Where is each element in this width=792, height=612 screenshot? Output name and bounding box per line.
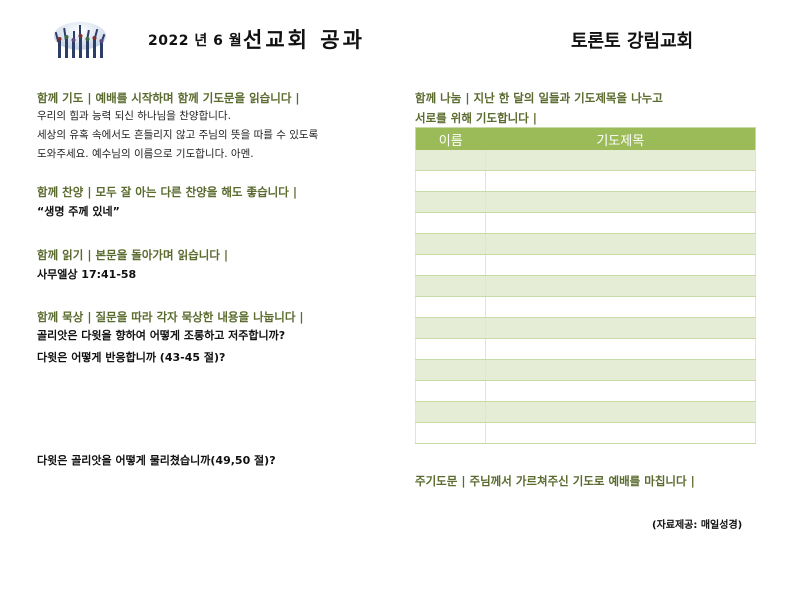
table-row (415, 338, 756, 360)
request-cell[interactable] (485, 170, 756, 192)
table-row (415, 275, 756, 297)
table-row (415, 401, 756, 423)
request-cell[interactable] (485, 150, 756, 171)
name-cell[interactable] (415, 296, 486, 318)
request-cell[interactable] (485, 338, 756, 360)
table-row (415, 422, 756, 444)
question-1: 골리앗은 다윗을 향하여 어떻게 조롱하고 저주합니까? (37, 329, 286, 342)
table-row (415, 317, 756, 339)
request-cell[interactable] (485, 254, 756, 276)
table-row (415, 212, 756, 234)
church-name: 토론토 강림교회 (571, 31, 694, 52)
table-row (415, 296, 756, 318)
name-cell[interactable] (415, 422, 486, 444)
name-cell[interactable] (415, 380, 486, 402)
request-cell[interactable] (485, 233, 756, 255)
name-cell[interactable] (415, 275, 486, 297)
question-2: 다윗은 어떻게 반응합니까 (43-45 절)? (37, 351, 226, 364)
table-row (415, 254, 756, 276)
praise-hands-logo (54, 22, 106, 58)
sharing-heading-2: 서로를 위해 기도합니다 | (415, 111, 538, 125)
request-cell[interactable] (485, 422, 756, 444)
source-credit: (자료제공: 매일성경) (652, 520, 743, 531)
header-date: 2022 년 6 월 (148, 33, 243, 49)
prayer-text: 우리의 힘과 능력 되신 하나님을 찬양합니다. 세상의 유혹 속에서도 흔들리… (37, 107, 318, 164)
hymn-heading: 함께 찬양 | 모두 잘 아는 다른 찬양을 해도 좋습니다 | (37, 185, 298, 199)
sharing-heading-1: 함께 나눔 | 지난 한 달의 일들과 기도제목을 나누고 (415, 91, 663, 105)
meditation-questions: 골리앗은 다윗을 향하여 어떻게 조롱하고 저주합니까? 다윗은 어떻게 반응합… (37, 325, 285, 369)
prayer-request-table: 이름 기도제목 (415, 127, 756, 444)
table-row (415, 150, 756, 171)
request-cell[interactable] (485, 317, 756, 339)
request-cell[interactable] (485, 380, 756, 402)
prayer-heading: 함께 기도 | 예배를 시작하며 함께 기도문을 읽습니다 | (37, 91, 300, 105)
table-row (415, 380, 756, 402)
name-cell[interactable] (415, 401, 486, 423)
prayer-line: 우리의 힘과 능력 되신 하나님을 찬양합니다. (37, 110, 231, 122)
question-3: 다윗은 골리앗을 어떻게 물리쳤습니까(49,50 절)? (37, 454, 276, 467)
table-row (415, 359, 756, 381)
prayer-line: 세상의 유혹 속에서도 흔들리지 않고 주님의 뜻을 따를 수 있도록 (37, 129, 319, 141)
table-row (415, 191, 756, 213)
request-cell[interactable] (485, 296, 756, 318)
closing-prayer: 주기도문 | 주님께서 가르쳐주신 기도로 예배를 마칩니다 | (415, 474, 695, 488)
column-header-request: 기도제목 (485, 127, 756, 150)
request-cell[interactable] (485, 191, 756, 213)
hymn-title: “생명 주께 있네” (37, 205, 120, 218)
table-header-row: 이름 기도제목 (415, 127, 756, 150)
name-cell[interactable] (415, 359, 486, 381)
reading-passage: 사무엘상 17:41-58 (37, 268, 137, 281)
reading-heading: 함께 읽기 | 본문을 돌아가며 읽습니다 | (37, 248, 229, 262)
name-cell[interactable] (415, 317, 486, 339)
prayer-line: 도와주세요. 예수님의 이름으로 기도합니다. 아멘. (37, 148, 254, 160)
name-cell[interactable] (415, 212, 486, 234)
header-title: 선교회 공과 (243, 27, 365, 52)
name-cell[interactable] (415, 338, 486, 360)
name-cell[interactable] (415, 254, 486, 276)
column-header-name: 이름 (415, 127, 486, 150)
meditation-heading: 함께 묵상 | 질문을 따라 각자 묵상한 내용을 나눕니다 | (37, 310, 304, 324)
table-row (415, 170, 756, 192)
name-cell[interactable] (415, 233, 486, 255)
request-cell[interactable] (485, 359, 756, 381)
name-cell[interactable] (415, 191, 486, 213)
name-cell[interactable] (415, 150, 486, 171)
request-cell[interactable] (485, 212, 756, 234)
request-cell[interactable] (485, 401, 756, 423)
table-row (415, 233, 756, 255)
name-cell[interactable] (415, 170, 486, 192)
request-cell[interactable] (485, 275, 756, 297)
